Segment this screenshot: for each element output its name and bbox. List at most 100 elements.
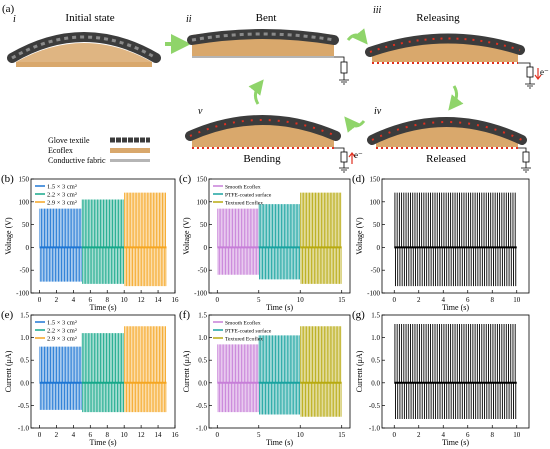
textile-weave (11, 35, 157, 60)
ground-icon (339, 162, 349, 173)
x-tick-label: 5 (257, 431, 261, 439)
chart-panel-f: (f) -1.0 -0.5 0.0 0.5 1.0 1.5 0 5 10 15 Time (s) Cur… (179, 309, 351, 447)
x-tick-label: 15 (338, 431, 346, 439)
swatch-conductive-fabric (110, 159, 150, 162)
stage-roman-ii: ii (186, 14, 192, 25)
wire (518, 147, 527, 152)
ground-icon (525, 77, 535, 89)
y-tick-label: 1.0 (371, 334, 380, 342)
y-tick-label: 0.0 (198, 379, 207, 387)
y-tick-label: 50 (22, 221, 30, 229)
arrow-icon (344, 116, 366, 133)
series-line-2 (258, 335, 301, 415)
arrow-head-icon (348, 152, 356, 158)
stage-roman-v: v (198, 106, 203, 117)
plot-frame (208, 178, 351, 294)
legend-ecoflex: Ecoflex (48, 146, 73, 155)
legend-entry: 2.2 × 3 cm² (47, 192, 77, 199)
stage-bending: v Bending e⁻ (185, 106, 363, 173)
y-tick-label: -50 (198, 267, 208, 275)
x-axis-label: Time (s) (266, 438, 293, 447)
x-axis-label: Time (s) (89, 438, 116, 447)
plot-frame (30, 178, 176, 294)
stage-title-bent: Bent (256, 12, 277, 24)
x-tick-label: 12 (138, 431, 146, 439)
x-tick-label: 0 (216, 296, 220, 304)
x-tick-label: 0 (38, 296, 42, 304)
y-tick-label: -0.5 (369, 402, 381, 410)
schematic-panel: (a) i Initial state ii Bent (2, 3, 549, 173)
glove-textile (185, 115, 341, 141)
x-tick-label: 10 (297, 296, 305, 304)
legend-entry: PTFE-coated surface (225, 328, 272, 335)
series-line-3 (300, 326, 342, 417)
x-tick-label: 8 (491, 431, 495, 439)
resistor-icon (340, 151, 348, 163)
x-tick-label: 4 (442, 296, 446, 304)
series-line-3 (124, 326, 167, 413)
x-axis-label: Time (s) (442, 438, 469, 447)
stage-roman-iii: iii (373, 5, 382, 16)
x-tick-label: 4 (72, 431, 76, 439)
y-tick-label: 100 (19, 198, 30, 206)
wire (334, 147, 345, 152)
y-tick-label: 1.0 (198, 334, 207, 342)
legend-entry: 2.9 × 3 cm² (47, 336, 77, 343)
y-tick-label: 50 (200, 221, 208, 229)
legend-conductive-fabric: Conductive fabric (48, 156, 106, 165)
y-tick-label: 0.0 (371, 379, 380, 387)
y-axis-label: Voltage (V) (4, 217, 13, 255)
electron-label-iii: e⁻ (540, 67, 549, 77)
x-tick-label: 8 (105, 296, 109, 304)
x-tick-label: 6 (89, 431, 93, 439)
ground-icon (521, 162, 531, 173)
y-tick-label: 0 (377, 244, 381, 252)
stage-title-initial: Initial state (65, 12, 114, 24)
panel-label: (e) (1, 309, 14, 321)
arrow-icon (346, 28, 368, 45)
x-tick-label: 12 (138, 296, 146, 304)
x-tick-label: 8 (105, 431, 109, 439)
arrow-icon (248, 79, 264, 105)
glove-textile (365, 33, 525, 57)
y-tick-label: -1.0 (369, 425, 381, 433)
x-tick-label: 6 (466, 296, 470, 304)
x-tick-label: 16 (172, 296, 180, 304)
arrow-head-icon (534, 74, 542, 80)
materials-legend: Glove textile Ecoflex Conductive fabric (48, 136, 150, 165)
ground-icon (339, 73, 349, 85)
y-axis-label: Current (μA) (182, 350, 191, 392)
y-tick-label: 1.5 (20, 312, 29, 320)
y-tick-label: 0.5 (198, 357, 207, 365)
legend-entry: Smooth Ecoflex (225, 184, 261, 191)
plot-frame (381, 314, 530, 429)
positive-charges (371, 121, 523, 141)
y-tick-label: -1.0 (196, 425, 208, 433)
chart-panel-b: (b) -100 -50 0 50 100 150 0 2 4 6 8 10 12 14 16 Time (s)… (1, 173, 179, 312)
x-tick-label: 0 (216, 431, 220, 439)
y-axis-label: Current (μA) (4, 350, 13, 392)
x-tick-label: 10 (121, 431, 129, 439)
wire (518, 62, 531, 67)
chart-panel-d: (d) -100 -50 0 50 100 150 0 2 4 6 8 10 Time (s) Voltag… (352, 173, 530, 312)
wire (334, 56, 345, 62)
x-tick-label: 10 (513, 296, 521, 304)
series-line-1 (217, 344, 259, 413)
chart-panel-c: (c) -100 -50 0 50 100 150 0 5 10 15 Time (s) Voltage… (179, 173, 351, 312)
plot-frame (208, 314, 351, 429)
x-tick-label: 4 (442, 431, 446, 439)
x-tick-label: 15 (338, 296, 346, 304)
y-tick-label: 1.5 (198, 312, 207, 320)
x-tick-label: 2 (417, 296, 421, 304)
y-tick-label: 0 (26, 244, 30, 252)
series-line-3 (300, 192, 342, 284)
y-axis-label: Current (μA) (355, 350, 364, 392)
x-tick-label: 5 (257, 296, 261, 304)
stage-initial: i Initial state (7, 12, 161, 67)
series-line-2 (81, 333, 124, 413)
legend-entry: PTFE-coated surface (225, 192, 272, 199)
y-tick-label: 150 (197, 176, 208, 184)
glove-textile (187, 29, 339, 45)
x-tick-label: 2 (417, 431, 421, 439)
